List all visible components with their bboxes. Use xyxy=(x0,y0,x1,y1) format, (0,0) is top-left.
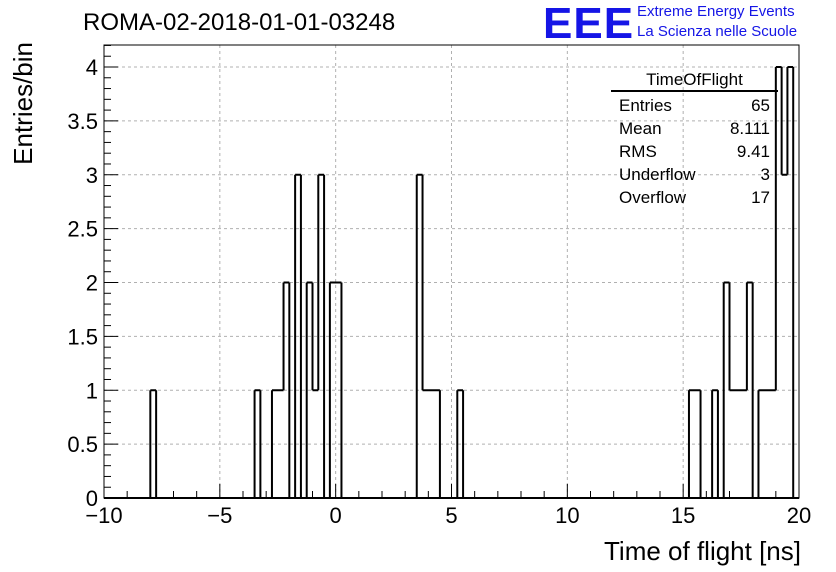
stats-label: Mean xyxy=(619,119,662,138)
stats-row-overflow: Overflow 17 xyxy=(611,186,778,209)
stats-box: TimeOfFlight Entries 65 Mean 8.111 RMS 9… xyxy=(611,70,778,209)
y-tick-label: 3 xyxy=(86,163,98,188)
run-title: ROMA-02-2018-01-01-03248 xyxy=(83,9,396,36)
y-tick-label: 2.5 xyxy=(67,217,98,242)
stats-value: 17 xyxy=(751,188,770,207)
stats-value: 65 xyxy=(751,96,770,115)
stats-title: TimeOfFlight xyxy=(611,70,778,92)
x-tick-label: 0 xyxy=(330,503,342,528)
y-tick-label: 0 xyxy=(86,486,98,511)
stats-label: Entries xyxy=(619,96,672,115)
stats-row-mean: Mean 8.111 xyxy=(611,117,778,140)
x-axis-label: Time of flight [ns] xyxy=(604,536,801,566)
y-axis-label: Entries/bin xyxy=(8,42,38,165)
eee-logo: EEE xyxy=(543,0,635,48)
y-tick-label: 0.5 xyxy=(67,432,98,457)
x-tick-label: 20 xyxy=(787,503,811,528)
y-tick-label: 1 xyxy=(86,378,98,403)
x-tick-label: −5 xyxy=(207,503,232,528)
histogram-outline xyxy=(104,66,799,499)
stats-label: RMS xyxy=(619,142,657,161)
logo-line-1: Extreme Energy Events xyxy=(637,3,795,20)
logo-line-2: La Scienza nelle Scuole xyxy=(637,23,798,40)
stats-row-underflow: Underflow 3 xyxy=(611,163,778,186)
stats-value: 9.41 xyxy=(736,142,770,161)
stats-value: 8.111 xyxy=(729,119,770,138)
x-tick-label: 15 xyxy=(671,503,695,528)
stats-label: Underflow xyxy=(619,165,696,184)
y-tick-label: 4 xyxy=(86,55,98,80)
x-tick-label: −10 xyxy=(85,503,122,528)
y-tick-label: 1.5 xyxy=(67,324,98,349)
x-tick-label: 10 xyxy=(555,503,579,528)
stats-label: Overflow xyxy=(619,188,687,207)
y-tick-label: 3.5 xyxy=(67,109,98,134)
y-tick-label: 2 xyxy=(86,271,98,296)
stats-value: 3 xyxy=(760,165,770,184)
y-axis-ticks: 0 0.5 1 1.5 2 2.5 3 3.5 4 xyxy=(67,44,118,511)
stats-row-rms: RMS 9.41 xyxy=(611,140,778,163)
stats-row-entries: Entries 65 xyxy=(611,94,778,117)
x-axis-ticks: −10 −5 0 5 10 15 20 xyxy=(85,484,811,528)
histogram-bars xyxy=(104,66,799,499)
x-tick-label: 5 xyxy=(445,503,457,528)
logo-caption: Extreme Energy Events La Scienza nelle S… xyxy=(637,2,797,42)
